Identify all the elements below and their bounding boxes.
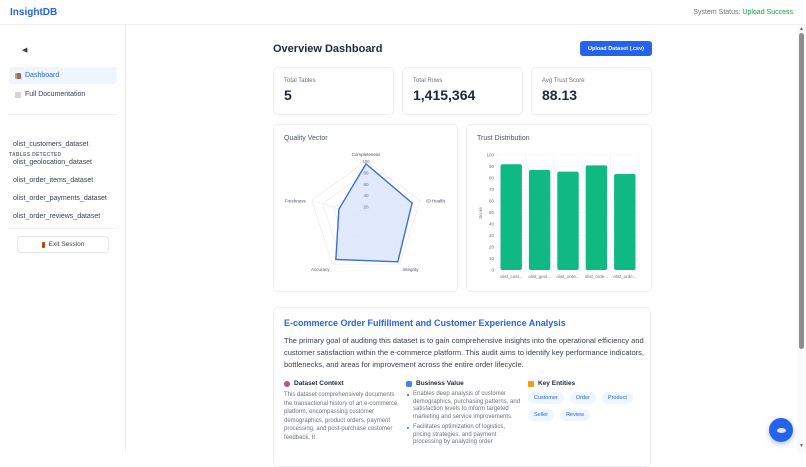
table-item-customers[interactable]: olist_customers_dataset	[13, 141, 89, 148]
exit-session-button[interactable]: Exit Session	[17, 236, 109, 253]
main-content: Overview Dashboard Upload Dataset (.csv)…	[127, 25, 797, 467]
stat-value: 5	[284, 87, 292, 103]
stat-value: 88.13	[542, 87, 578, 103]
sidebar-divider	[8, 114, 118, 115]
entity-chip-product[interactable]: Product	[601, 392, 633, 404]
table-item-order-items[interactable]: olist_order_items_dataset	[13, 177, 94, 184]
stat-label: Total Tables	[284, 78, 316, 84]
dataset-summary-card: E-commerce Order Fulfillment and Custome…	[273, 307, 651, 467]
svg-text:Completeness: Completeness	[352, 152, 382, 157]
scroll-thumb[interactable]	[799, 33, 804, 349]
trust-distribution-card: Trust Distribution 0 10 20 30 40 50 60 70 80 90 10…	[466, 124, 652, 292]
section-title: Dataset Context	[294, 380, 344, 387]
svg-text:40: 40	[489, 222, 495, 227]
chart-title: Trust Distribution	[477, 135, 530, 142]
stat-card-total-tables: Total Tables 5	[273, 67, 394, 115]
gem-icon	[406, 380, 412, 387]
svg-text:30: 30	[489, 233, 495, 238]
entity-chip-review[interactable]: Review	[560, 409, 591, 421]
stat-label: Avg Trust Score	[542, 78, 585, 84]
svg-text:olist_orde...: olist_orde...	[556, 274, 579, 279]
scroll-down-arrow-icon[interactable]: ▼	[799, 443, 804, 449]
bar-chart-icon	[15, 72, 21, 79]
entity-chip-customer[interactable]: Customer	[528, 392, 564, 404]
key-icon	[528, 380, 534, 387]
section-title: Business Value	[416, 380, 464, 387]
svg-text:20: 20	[363, 205, 369, 210]
svg-text:100: 100	[362, 159, 370, 164]
svg-text:60: 60	[363, 182, 369, 187]
stat-value: 1,415,364	[413, 87, 476, 103]
status-value: Upload Success	[742, 8, 793, 16]
key-entities-section: Key Entities Customer Order Product Sell…	[528, 380, 643, 421]
svg-text:olist_orde...: olist_orde...	[585, 274, 608, 279]
svg-text:80: 80	[363, 170, 369, 175]
stat-card-total-rows: Total Rows 1,415,364	[402, 67, 523, 115]
svg-text:Integrity: Integrity	[403, 267, 420, 272]
exit-label: Exit Session	[48, 241, 85, 248]
stat-card-avg-trust-score: Avg Trust Score 88.13	[531, 67, 652, 115]
entity-chip-seller[interactable]: Seller	[528, 409, 555, 421]
summary-description: The primary goal of auditing this datase…	[284, 336, 645, 369]
svg-text:Freshness: Freshness	[285, 198, 307, 203]
target-icon	[284, 380, 290, 387]
door-icon	[41, 241, 45, 248]
document-icon	[15, 91, 21, 98]
summary-title: E-commerce Order Fulfillment and Custome…	[284, 318, 566, 328]
stat-label: Total Rows	[413, 78, 443, 84]
sidebar-item-label: Full Documentation	[25, 91, 86, 98]
svg-text:90: 90	[489, 164, 495, 169]
page-scrollbar[interactable]: ▲ ▼	[797, 25, 806, 453]
entity-chips: Customer Order Product Seller Review	[528, 392, 643, 421]
svg-text:40: 40	[363, 193, 369, 198]
svg-text:20: 20	[489, 245, 495, 250]
svg-text:0: 0	[491, 268, 494, 273]
svg-text:Accuracy: Accuracy	[311, 267, 330, 272]
dataset-context-section: Dataset Context This dataset comprehensi…	[284, 380, 399, 442]
status-label: System Status:	[693, 8, 743, 16]
svg-text:olist_orde...: olist_orde...	[613, 274, 636, 279]
upload-dataset-button[interactable]: Upload Dataset (.csv)	[580, 41, 652, 56]
sidebar-divider	[8, 228, 118, 229]
list-item: Facilitates optimization of logistics, p…	[406, 424, 521, 447]
sidebar-item-dashboard[interactable]: Dashboard	[9, 67, 117, 84]
table-item-geolocation[interactable]: olist_geolocation_dataset	[13, 159, 93, 166]
sidebar: ◀ Dashboard Full Documentation TABLES DE…	[0, 25, 126, 453]
svg-text:10: 10	[489, 256, 495, 261]
svg-text:70: 70	[489, 187, 495, 192]
list-item: Enables deep analysis of customer demogr…	[406, 391, 521, 421]
system-status: System Status: Upload Success	[693, 9, 793, 16]
context-text: This dataset comprehensively documents t…	[284, 392, 398, 441]
business-value-section: Business Value Enables deep analysis of …	[406, 380, 521, 450]
svg-text:80: 80	[489, 176, 495, 181]
svg-text:olist_cust...: olist_cust...	[500, 274, 523, 279]
chat-assistant-button[interactable]	[769, 418, 793, 442]
quality-vector-card: Quality Vector 20 40 60 80 100 Completeness ID…	[273, 124, 458, 292]
svg-text:Score: Score	[478, 207, 483, 219]
table-item-order-payments[interactable]: olist_order_payments_dataset	[13, 195, 107, 202]
svg-text:100: 100	[486, 153, 494, 158]
section-title: Key Entities	[538, 380, 576, 387]
svg-text:olist_geol...: olist_geol...	[528, 274, 551, 279]
svg-text:60: 60	[489, 199, 495, 204]
sidebar-item-full-documentation[interactable]: Full Documentation	[9, 86, 117, 103]
page-title: Overview Dashboard	[273, 43, 383, 55]
svg-text:50: 50	[489, 210, 495, 215]
value-list: Enables deep analysis of customer demogr…	[406, 391, 521, 447]
scroll-up-arrow-icon[interactable]: ▲	[799, 26, 804, 32]
radar-chart: 20 40 60 80 100 Completeness ID Health Integrit…	[285, 152, 446, 272]
svg-text:ID Health: ID Health	[426, 198, 445, 203]
bar-chart: 0 10 20 30 40 50 60 70 80 90 100 olist_cust... olist…	[478, 153, 640, 279]
chart-title: Quality Vector	[284, 135, 328, 142]
collapse-sidebar-icon[interactable]: ◀	[22, 47, 28, 54]
table-item-order-reviews[interactable]: olist_order_reviews_dataset	[13, 213, 101, 220]
top-bar: InsightDB System Status: Upload Success	[0, 0, 806, 25]
brand-logo[interactable]: InsightDB	[10, 6, 58, 18]
tables-heading: TABLES DETECTED	[9, 152, 62, 158]
sidebar-item-label: Dashboard	[25, 72, 60, 79]
entity-chip-order[interactable]: Order	[569, 392, 596, 404]
chat-icon	[776, 427, 786, 433]
